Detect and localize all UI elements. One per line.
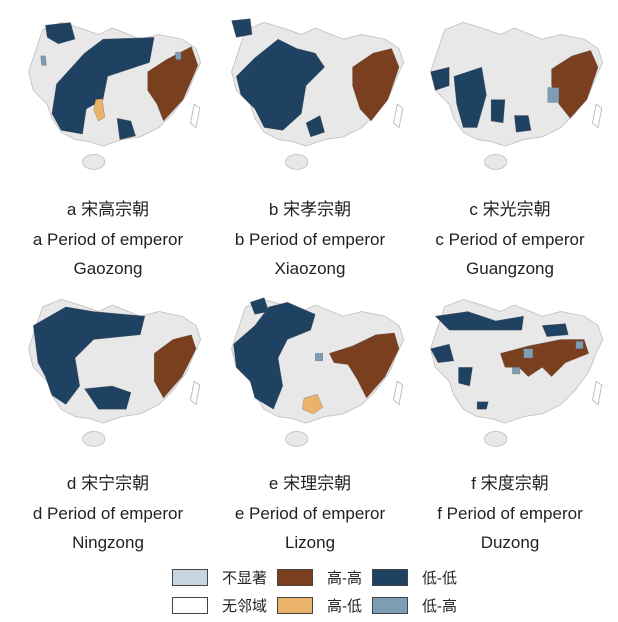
cluster-low-low (476, 401, 489, 410)
legend-label: 无邻域 (222, 598, 268, 615)
cluster-low-low (51, 37, 155, 135)
hainan-island (82, 431, 106, 447)
legend-swatch (172, 569, 208, 586)
cluster-map (28, 299, 202, 447)
legend-swatch (172, 597, 208, 614)
legend-item: 不显著 (172, 567, 267, 588)
caption-line: f Period of emperor (437, 503, 583, 523)
cluster-map (430, 299, 604, 447)
legend-label: 高-高 (327, 570, 363, 587)
caption-line: e 宋理宗朝 (268, 474, 352, 493)
map-panel-e (213, 282, 413, 462)
cluster-map (231, 297, 405, 447)
cluster-high-high (329, 332, 400, 399)
caption-a: a 宋高宗朝 a Period of emperor Gaozong (8, 195, 208, 284)
legend-swatch (277, 569, 314, 586)
cluster-low-high (523, 348, 534, 359)
cluster-low-high (315, 353, 323, 361)
cluster-low-low (430, 66, 450, 91)
cluster-high-high (352, 48, 400, 122)
cluster-low-high (40, 55, 47, 66)
caption-line: a 宋高宗朝 (66, 200, 150, 219)
cluster-low-low (231, 18, 253, 38)
hainan-island (285, 154, 309, 170)
cluster-low-high (547, 87, 560, 103)
hainan-island (285, 431, 309, 447)
caption-line: a Period of emperor (32, 229, 184, 249)
legend-swatch (277, 597, 314, 614)
cluster-low-high (512, 367, 521, 374)
legend: 不显著 高-高 低-低无邻域 高-低 低-高 (172, 567, 457, 616)
cluster-low-low (514, 115, 532, 133)
cluster-map (231, 18, 405, 170)
hainan-island (484, 431, 508, 447)
caption-b: b 宋孝宗朝 b Period of emperor Xiaozong (210, 195, 410, 284)
caption-line: Gaozong (73, 259, 143, 278)
cluster-low-low (542, 323, 569, 337)
cluster-low-low (84, 385, 132, 410)
caption-d: d 宋宁宗朝 d Period of emperor Ningzong (8, 469, 208, 558)
cluster-low-low (116, 118, 136, 140)
caption-line: Guangzong (466, 259, 554, 278)
map-panel-f (412, 282, 612, 462)
cluster-high-low (93, 98, 106, 122)
cluster-high-high (154, 334, 197, 399)
caption-line: b 宋孝宗朝 (268, 200, 352, 219)
map-panel-d (10, 282, 210, 462)
cluster-high-high (147, 46, 199, 122)
caption-c: c 宋光宗朝 c Period of emperor Guangzong (410, 195, 610, 284)
legend-item: 高-低 (277, 595, 362, 616)
hainan-island (484, 154, 508, 170)
caption-line: c 宋光宗朝 (469, 200, 551, 219)
caption-line: b Period of emperor (234, 229, 386, 249)
legend-swatch (372, 569, 409, 586)
map-panel-c (412, 5, 612, 185)
legend-item: 低-低 (372, 567, 457, 588)
legend-label: 高-低 (327, 598, 363, 615)
cluster-low-low (45, 22, 76, 44)
cluster-low-low (305, 115, 325, 138)
caption-line: Ningzong (72, 533, 144, 552)
caption-line: Duzong (480, 533, 540, 552)
legend-label: 低-低 (422, 570, 458, 587)
map-panel-a (10, 5, 210, 185)
cluster-high-low (302, 394, 323, 415)
caption-line: Xiaozong (274, 259, 346, 278)
cluster-low-low (33, 306, 146, 405)
cluster-low-low (233, 302, 316, 410)
cluster-low-low (430, 343, 455, 363)
legend-item: 低-高 (372, 595, 457, 616)
taiwan-island (392, 380, 404, 406)
caption-line: Lizong (284, 533, 336, 552)
legend-label: 不显著 (222, 570, 268, 587)
legend-item: 高-高 (277, 567, 362, 588)
caption-line: c Period of emperor (435, 229, 585, 249)
cluster-low-high (175, 52, 182, 60)
caption-line: e Period of emperor (234, 503, 386, 523)
caption-line: f 宋度宗朝 (471, 474, 549, 493)
cluster-low-low (453, 66, 487, 128)
cluster-map (28, 22, 202, 170)
taiwan-island (189, 103, 201, 129)
cluster-map (430, 22, 604, 170)
cluster-low-low (434, 311, 524, 331)
caption-e: e 宋理宗朝 e Period of emperor Lizong (210, 469, 410, 558)
legend-item: 无邻域 (172, 595, 267, 616)
cluster-low-low (236, 39, 325, 131)
cluster-low-low (490, 99, 506, 124)
cluster-low-high (575, 341, 584, 349)
cluster-low-low (458, 367, 473, 387)
caption-line: d Period of emperor (32, 503, 184, 523)
caption-line: d 宋宁宗朝 (66, 474, 150, 493)
taiwan-island (591, 103, 603, 129)
taiwan-island (591, 380, 603, 406)
legend-label: 低-高 (422, 598, 458, 615)
hainan-island (82, 154, 106, 170)
map-panel-b (213, 5, 413, 185)
caption-f: f 宋度宗朝 f Period of emperor Duzong (410, 469, 610, 558)
taiwan-island (189, 380, 201, 406)
taiwan-island (392, 103, 404, 129)
legend-swatch (372, 597, 409, 614)
cluster-low-low (250, 297, 269, 315)
